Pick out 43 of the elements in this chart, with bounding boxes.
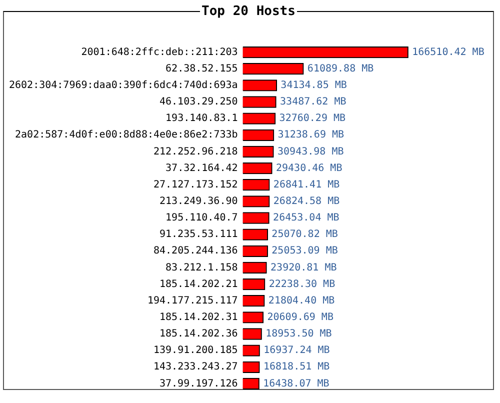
y-tick-label: 2a02:587:4d0f:e00:8d88:4e0e:86e2:733b (15, 130, 238, 141)
y-tick-label: 185.14.202.36 (160, 328, 238, 340)
data-label: 18953.50 MB (266, 328, 332, 340)
data-label: 25053.09 MB (272, 246, 338, 257)
y-tick-label: 27.127.173.152 (153, 179, 238, 190)
data-label: 26453.04 MB (273, 212, 340, 224)
data-label: 21804.40 MB (268, 295, 335, 306)
y-tick-label: 62.38.52.155 (166, 63, 238, 74)
y-tick-label: 193.140.83.1 (166, 113, 238, 124)
data-label: 61089.88 MB (307, 63, 374, 74)
y-tick-label: 84.205.244.136 (153, 246, 238, 257)
data-label: 25070.82 MB (272, 229, 338, 240)
data-label: 26824.58 MB (273, 196, 340, 208)
y-tick-label: 46.103.29.250 (160, 96, 238, 108)
data-label: 20609.69 MB (267, 312, 334, 324)
y-tick-label: 143.233.243.27 (153, 362, 238, 373)
y-tick-label: 212.252.96.218 (153, 146, 238, 158)
y-tick-label: 37.99.197.126 (160, 378, 238, 390)
data-label: 34134.85 MB (280, 80, 347, 92)
data-label: 29430.46 MB (276, 162, 342, 174)
y-tick-label: 194.177.215.117 (147, 295, 238, 306)
data-label: 16818.51 MB (263, 362, 330, 373)
data-label: 30943.98 MB (278, 146, 344, 158)
y-tick-label: 213.249.36.90 (160, 196, 238, 208)
y-tick-label: 195.110.40.7 (166, 212, 238, 224)
y-tick-label: 91.235.53.111 (160, 229, 238, 240)
data-label: 16438.07 MB (263, 378, 330, 390)
y-tick-label: 185.14.202.31 (160, 312, 238, 324)
data-label: 31238.69 MB (278, 130, 344, 141)
data-label: 166510.42 MB (412, 46, 484, 58)
y-tick-label: 185.14.202.21 (160, 278, 238, 290)
y-tick-label: 139.91.200.185 (153, 345, 238, 356)
data-label: 22238.30 MB (268, 278, 336, 290)
y-tick-label: 2001:648:2ffc:deb::211:203 (81, 46, 238, 58)
y-tick-label: 83.212.1.158 (166, 262, 238, 274)
data-label: 16937.24 MB (264, 345, 330, 356)
data-label: 26841.41 MB (273, 179, 340, 190)
data-label: 32760.29 MB (279, 113, 346, 124)
data-label: 33487.62 MB (280, 96, 346, 108)
y-tick-label: 37.32.164.42 (166, 162, 238, 174)
data-label: 23920.81 MB (270, 262, 337, 274)
chart-title: Top 20 Hosts (200, 4, 296, 19)
y-tick-label: 2602:304:7969:daa0:390f:6dc4:740d:693a (9, 80, 238, 92)
